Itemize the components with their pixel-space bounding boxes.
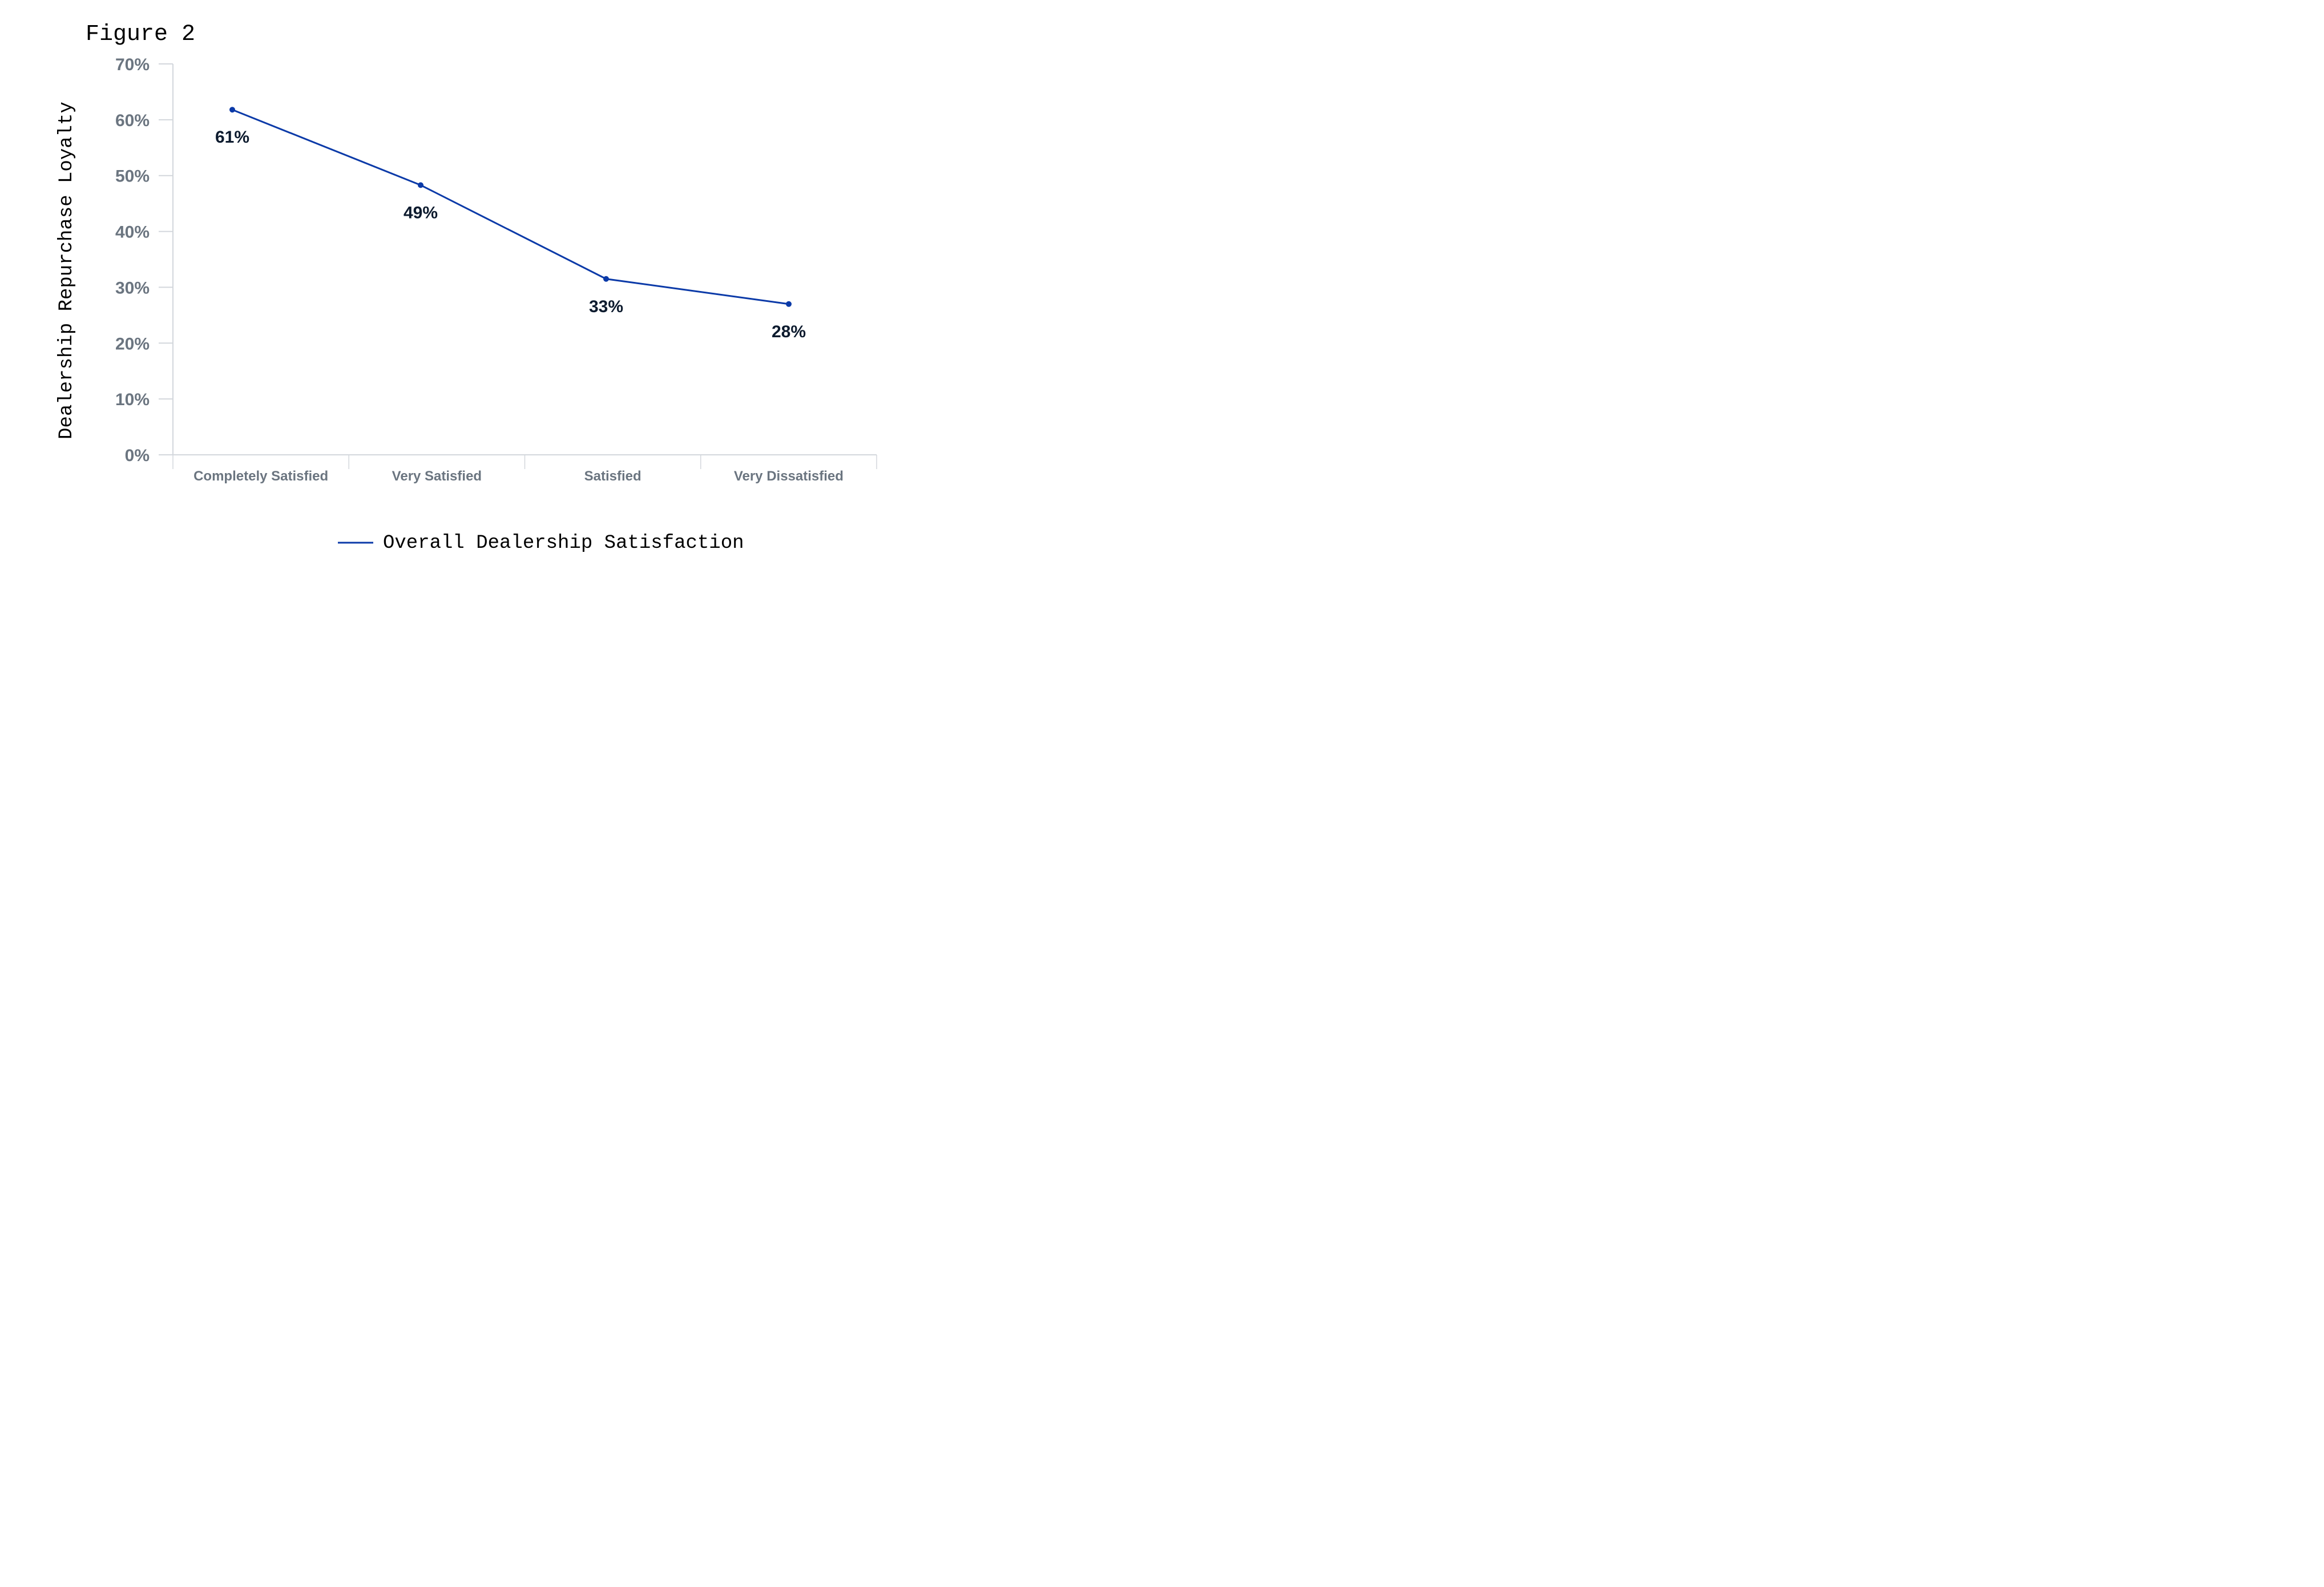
legend: Overall Dealership Satisfaction [338,532,744,554]
y-tick-label: 50% [115,167,150,186]
y-tick-label: 30% [115,278,150,297]
line-chart: Figure 2 Dealership Repurchase Loyalty 0… [56,22,877,554]
data-label: 61% [215,128,249,147]
figure-title: Figure 2 [86,22,195,47]
data-label: 33% [589,297,623,316]
x-tick-label: Satisfied [584,469,641,484]
data-label: 28% [772,322,806,341]
y-tick-label: 40% [115,223,150,242]
data-point [229,107,235,113]
data-point [418,182,423,188]
x-tick-label: Very Dissatisfied [734,469,844,484]
y-axis-label: Dealership Repurchase Loyalty [56,102,78,439]
series-line [232,108,789,305]
axes: 0% 10% 20% 30% 40% 50% 60% 70% Completely Satisf… [115,55,877,484]
y-tick-label: 60% [115,111,150,130]
y-tick-label: 10% [115,390,150,409]
y-tick-label: 0% [125,446,150,465]
legend-label: Overall Dealership Satisfaction [383,532,744,554]
data-label: 49% [404,203,438,222]
y-tick-label: 20% [115,334,150,353]
data-point [786,301,792,307]
x-tick-label: Completely Satisfied [193,469,328,484]
data-point [603,276,609,282]
x-tick-label: Very Satisfied [392,469,482,484]
series-marks: 61% 49% 33% 28% [215,107,806,341]
y-tick-label: 70% [115,55,150,74]
